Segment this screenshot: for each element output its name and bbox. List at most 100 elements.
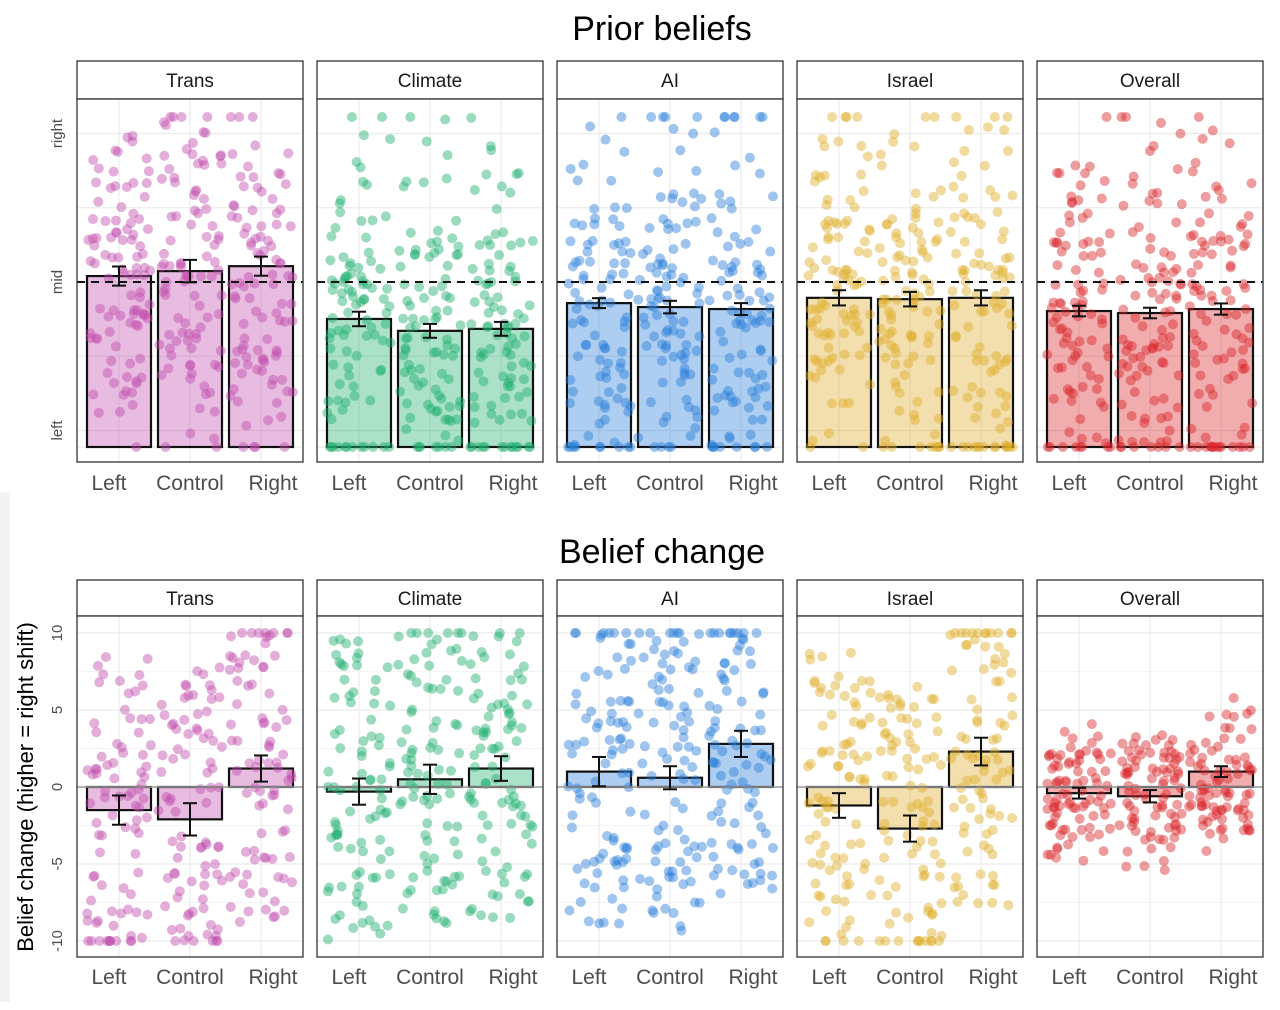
data-point [706,810,717,821]
data-point [843,397,854,408]
data-point [226,211,237,222]
data-point [165,793,176,804]
data-point [201,204,212,215]
data-point [484,265,495,276]
data-point [89,718,100,729]
data-point [978,442,989,452]
data-point [338,330,349,341]
data-point [841,922,852,933]
data-point [823,234,834,245]
data-point [1122,339,1133,350]
data-point [1158,834,1169,845]
data-point [668,351,679,362]
data-point [1068,388,1079,399]
data-point [1198,785,1209,796]
data-point [206,694,217,705]
data-point [972,442,983,452]
data-point [741,759,752,770]
data-point [849,682,860,693]
data-point [432,236,443,247]
data-point [949,802,960,813]
error-bar [254,255,268,277]
data-point [1243,762,1254,773]
data-point [966,628,977,638]
data-point [104,936,115,946]
data-point [500,752,511,763]
data-point [269,896,280,907]
x-tick-label: Left [91,966,126,989]
data-point [738,628,749,638]
data-point [667,263,678,274]
data-point [820,300,831,311]
data-point [162,872,173,883]
data-point [1147,342,1158,353]
data-point [511,442,522,452]
data-point [753,383,764,394]
data-point [1243,337,1254,348]
data-point [709,127,720,138]
data-point [1046,820,1057,831]
data-point [967,753,978,764]
data-point [822,795,833,806]
data-point [1244,825,1255,836]
data-point [171,336,182,347]
data-point [402,888,413,899]
data-point [724,267,735,278]
data-point [185,359,196,370]
data-point [951,872,962,883]
data-point [244,293,255,304]
data-point [133,867,144,878]
data-point [849,697,860,708]
data-point [815,303,826,314]
data-point [688,128,699,139]
data-point [934,319,945,330]
data-point [255,231,266,242]
data-point [581,340,592,351]
data-point [370,811,381,822]
data-point [1044,751,1055,762]
data-point [123,688,134,699]
data-point [956,170,967,181]
data-point [1078,238,1089,249]
data-point [341,638,352,649]
x-tick-label: Left [331,966,366,989]
data-point [963,442,974,452]
data-point [232,736,243,747]
data-point [886,745,897,756]
data-point [271,397,282,408]
data-point [136,767,147,778]
data-point [948,181,959,192]
data-point [672,648,683,659]
data-point [1246,178,1257,189]
data-point [714,628,725,638]
data-point [1085,832,1096,843]
data-point [241,222,252,233]
data-point [403,359,414,370]
data-point [974,248,985,259]
data-point [406,628,417,638]
data-point [183,328,194,339]
data-point [282,804,293,815]
data-point [907,330,918,341]
data-point [1049,797,1060,808]
data-point [1201,315,1212,326]
data-point [184,908,195,919]
data-point [744,802,755,813]
data-point [621,203,632,214]
data-point [397,903,408,914]
data-point [110,341,121,352]
data-point [840,112,851,122]
data-point [1140,740,1151,751]
data-point [1048,393,1059,404]
data-point [134,670,145,681]
data-point [912,798,923,809]
data-point [385,337,396,348]
data-point [345,697,356,708]
data-point [691,345,702,356]
data-point [837,398,848,409]
data-point [447,879,458,890]
data-point [915,836,926,847]
data-point [1245,765,1256,776]
data-point [767,870,778,881]
